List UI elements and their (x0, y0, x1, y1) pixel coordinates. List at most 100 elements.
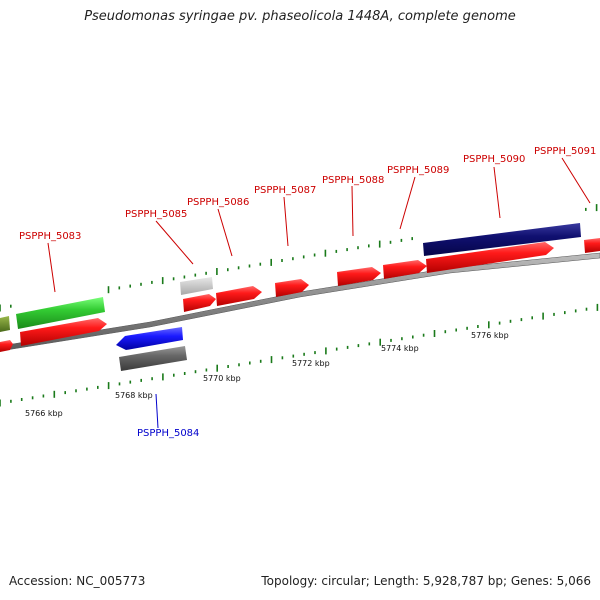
cds-feature (337, 267, 381, 286)
scale-tick (411, 237, 413, 241)
scale-label: 5770 kbp (203, 374, 241, 383)
scale-tick (118, 382, 121, 386)
scale-label: 5774 kbp (381, 344, 419, 353)
region-feature (0, 316, 10, 332)
cds-feature (20, 318, 107, 346)
scale-tick (335, 249, 338, 253)
scale-tick (542, 312, 544, 320)
reverse-tick-track (0, 303, 599, 407)
scale-tick (595, 204, 598, 212)
scale-tick (390, 338, 392, 342)
scale-tick (270, 258, 272, 266)
leader-line (155, 393, 159, 429)
scale-tick (194, 273, 197, 277)
gene-label[interactable]: PSPPH_5083 (19, 231, 81, 242)
gene-label[interactable]: PSPPH_5086 (187, 197, 249, 208)
scale-tick (346, 248, 348, 252)
scale-tick (433, 330, 436, 337)
scale-tick (118, 286, 121, 290)
leader-line (399, 176, 416, 230)
genome-summary-text: Topology: circular; Length: 5,928,787 bp… (261, 574, 591, 588)
scale-tick (585, 307, 588, 311)
scale-tick (86, 387, 88, 391)
leader-line (493, 166, 501, 219)
scale-tick (292, 257, 294, 261)
scale-tick (564, 311, 566, 315)
gene-feature (119, 346, 187, 371)
cds-feature (0, 340, 13, 352)
rna-feature (116, 327, 183, 350)
label-leader-lines (47, 157, 591, 429)
scale-tick (194, 370, 197, 374)
gene-label[interactable]: PSPPH_5084 (137, 428, 199, 439)
scale-tick (389, 240, 392, 244)
scale-tick (325, 347, 327, 355)
scale-tick (248, 264, 251, 268)
gene-labels: PSPPH_5083 PSPPH_5084 PSPPH_5085 PSPPH_5… (19, 146, 596, 439)
scale-labels: 5766 kbp 5768 kbp 5770 kbp 5772 kbp 5774… (25, 331, 509, 418)
scale-tick (216, 364, 218, 372)
scale-tick (107, 382, 110, 390)
scale-tick (129, 380, 132, 384)
scale-tick (412, 335, 414, 339)
scale-tick (520, 318, 523, 322)
gene-label[interactable]: PSPPH_5090 (463, 154, 525, 165)
cds-feature (426, 242, 554, 273)
scale-tick (574, 309, 577, 313)
scale-tick (335, 347, 338, 351)
scale-label: 5768 kbp (115, 391, 153, 400)
scale-tick (596, 303, 599, 311)
scale-tick (20, 398, 23, 401)
scale-tick (238, 363, 240, 367)
scale-tick (227, 365, 229, 368)
scale-tick (0, 399, 1, 407)
scale-tick (368, 342, 371, 346)
scale-tick (313, 253, 316, 257)
scale-tick (531, 316, 533, 320)
scale-tick (357, 246, 359, 250)
operon-feature (423, 223, 581, 256)
scale-tick (31, 396, 34, 400)
scale-tick (444, 330, 447, 334)
scale-tick (281, 356, 284, 360)
scale-tick (302, 255, 305, 259)
scale-label: 5766 kbp (25, 409, 63, 418)
scale-tick (379, 338, 381, 346)
cds-feature (383, 260, 427, 279)
scale-tick (259, 359, 262, 363)
cds-feature (584, 238, 600, 253)
scale-tick (422, 333, 425, 337)
scale-tick (488, 321, 490, 329)
scale-tick (585, 207, 587, 211)
scale-tick (151, 280, 153, 284)
gene-label[interactable]: PSPPH_5087 (254, 185, 316, 196)
scale-tick (205, 271, 207, 275)
gene-label[interactable]: PSPPH_5089 (387, 165, 449, 176)
gene-label[interactable]: PSPPH_5088 (322, 175, 384, 186)
scale-tick (292, 354, 295, 358)
forward-tick-track (0, 204, 598, 312)
reverse-features (116, 327, 187, 371)
gene-label[interactable]: PSPPH_5091 (534, 146, 596, 157)
scale-tick (466, 326, 468, 330)
leader-line (283, 196, 289, 247)
gene-label[interactable]: PSPPH_5085 (125, 209, 187, 220)
scale-tick (455, 328, 457, 332)
scale-tick (357, 344, 360, 348)
scale-tick (10, 399, 12, 403)
cds-feature (183, 294, 216, 312)
scale-tick (477, 325, 479, 328)
scale-label: 5776 kbp (471, 331, 509, 340)
cds-feature (275, 279, 309, 297)
scale-tick (64, 391, 66, 395)
scale-tick (303, 352, 305, 356)
scale-tick (216, 268, 218, 275)
scale-tick (0, 304, 1, 312)
scale-tick (281, 259, 283, 262)
scale-tick (140, 282, 142, 286)
scale-tick (161, 277, 164, 285)
scale-tick (237, 266, 240, 270)
accession-text: Accession: NC_005773 (9, 574, 146, 588)
leader-line (47, 242, 56, 293)
scale-tick (107, 286, 110, 294)
